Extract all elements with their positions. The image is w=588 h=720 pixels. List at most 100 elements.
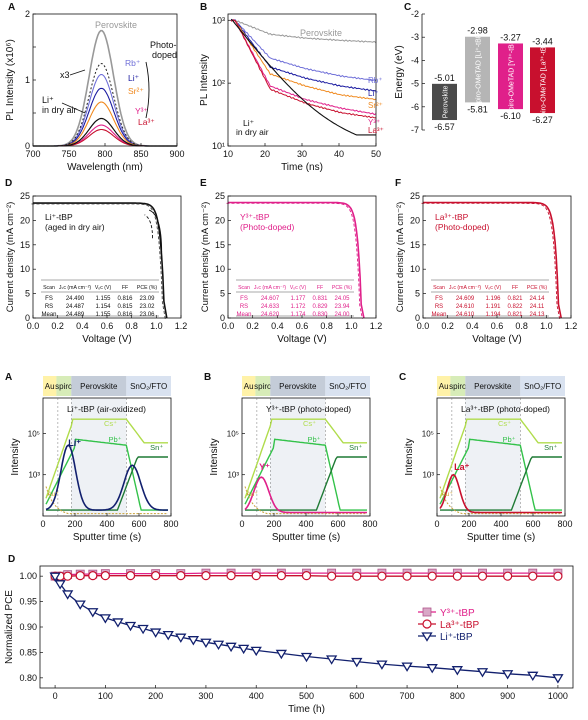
y-tick-label: 15 [410,240,420,250]
panel-letter: E [200,178,207,189]
jv-curve [228,201,365,319]
table-cell: 1.172 [290,304,306,310]
x-tick-label: 800 [557,519,572,529]
ion-label: Au⁺ [441,491,453,498]
marker-triangle [74,600,86,610]
table-cell: RS [240,304,248,310]
y-tick-label: 5 [415,289,420,299]
table-header: Vₒᴄ (V) [485,285,502,291]
level-bottom: -6.27 [532,115,553,125]
x-tick-label: 400 [249,691,264,701]
level-bottom: -6.57 [434,122,455,132]
ion-label: Pb⁺ [502,435,515,444]
scan-arrow [148,209,163,253]
marker-triangle [527,671,539,682]
cs-profile [244,418,367,499]
y-tick-label: 5 [220,289,225,299]
series-label: Y³⁺ [368,118,380,127]
marker-triangle [187,636,200,646]
x-tick-label: 800 [97,149,112,159]
y-tick-label: 2 [25,9,30,19]
table-header: FF [122,285,128,291]
marker-circle [528,571,538,581]
y-axis-label: Energy (eV) [394,45,405,98]
ion-label: Y⁺ [259,462,270,472]
x-tick-label: 200 [461,519,476,529]
x-tick-label: 0 [434,519,439,529]
table-cell: 24.607 [261,296,280,302]
x-tick-label: 850 [133,149,148,159]
series-label: Li⁺ [243,118,255,128]
marker-triangle [150,628,162,638]
layer-label: spiro [55,382,73,391]
series-label: Rb⁺ [125,58,141,68]
y-tick-label: -7 [411,125,419,135]
ion-label: La⁺ [454,462,470,472]
table-cell: 1.177 [290,296,306,302]
marker-triangle [401,662,413,672]
x-tick-label: 0 [40,519,45,529]
x-tick-label: 700 [400,691,415,701]
table-header: PCE (%) [332,285,352,291]
x-axis-label: Voltage (V) [277,334,326,345]
table-header: Scan [433,285,445,291]
table-cell: 24.11 [530,304,545,310]
x-tick-label: 600 [525,519,540,529]
table-cell: 0.829 [312,304,328,310]
legend-label: Li⁺-tBP [440,632,473,643]
x-tick-label: 300 [198,691,213,701]
panel-letter: A [5,372,12,383]
table-cell: 1.191 [485,304,501,310]
y-tick-label: 25 [20,191,30,201]
table-cell: 0.830 [312,312,328,318]
y-axis-label: Intensity [10,438,21,475]
x-tick-label: 800 [362,519,377,529]
tof-title: Y³⁺-tBP (photo-doped) [266,404,351,414]
panel-tof-y: Au spiro Perovskite SnO₂/FTO 0 200 400 600 800 10… [204,372,378,543]
block-label: Spiro-OMeTAD [Li⁺-tBP] [476,32,483,108]
ion-label: Sn⁺ [544,443,557,452]
perovskite-shade [465,398,521,516]
series-label: Rb⁺ [368,76,382,85]
y-tick-label: 10³ [227,471,239,480]
panel-letter: C [399,372,406,383]
table-cell: 1.155 [95,296,111,302]
y-tick-label: 25 [410,191,420,201]
table-cell: 1.154 [95,304,111,310]
energy-block [465,36,490,103]
x-tick-label: 900 [500,691,515,701]
table-cell: 0.816 [117,296,133,302]
marker-triangle [552,674,564,684]
marker-triangle [250,646,262,657]
x-tick-label: 200 [266,519,281,529]
x-axis-label: Sputter time (s) [467,532,535,543]
series-label: Li⁺ [128,73,140,83]
table-cell: Mean [236,312,251,318]
x-tick-label: 0.0 [222,321,235,331]
marker-circle [327,571,337,581]
table-cell: RS [435,304,443,310]
x-tick-label: 0.6 [491,321,504,331]
panel-d-jv-li: 0.0 0.2 0.4 0.6 0.8 1.0 1.2 0 5 10 15 20 25 D Current … [5,178,187,345]
table-cell: 0.815 [117,304,133,310]
x-axis-label: Voltage (V) [82,334,131,345]
marker-circle [301,571,312,581]
marker-triangle [476,668,489,678]
marker-circle [477,571,488,581]
marker-triangle [175,633,187,643]
marker-triangle [451,666,463,676]
marker-triangle [162,630,174,641]
layer-band [242,376,256,396]
x-tick-label: 0.2 [246,321,259,331]
ion-label: Cs⁺ [303,419,316,428]
y-tick-label: 10² [212,78,225,88]
y-tick-label: 25 [215,191,225,201]
y-tick-label: 10¹ [212,141,225,151]
y-axis-label: Current density (mA cm⁻²) [395,202,406,313]
decay-curve [231,19,377,119]
series-label: La³⁺ [138,117,155,127]
curve-title: (aged in dry air) [45,222,105,232]
marker-triangle [112,618,124,628]
pointer [69,69,86,76]
layer-label: Perovskite [279,382,317,391]
